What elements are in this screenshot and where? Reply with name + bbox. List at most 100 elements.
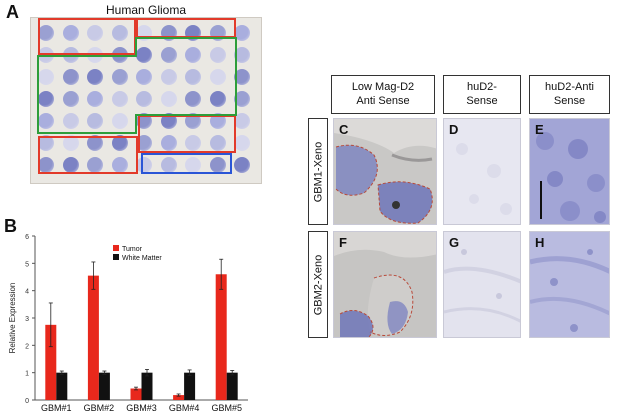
tissue-core xyxy=(209,91,226,107)
tissue-core xyxy=(160,91,177,107)
bar-tumor xyxy=(130,388,142,400)
tissue-core xyxy=(111,69,128,85)
panel-letter-f: F xyxy=(339,235,347,250)
bar-tumor xyxy=(45,324,57,400)
bar-white-matter xyxy=(184,372,196,400)
y-tick-label: 5 xyxy=(25,261,29,268)
tissue-core xyxy=(185,157,201,173)
tissue-core xyxy=(160,157,177,173)
tissue-core xyxy=(160,69,177,85)
micrograph-g-art xyxy=(444,232,520,337)
tissue-core xyxy=(111,113,128,129)
tissue-core xyxy=(87,91,103,107)
bar-white-matter xyxy=(226,372,238,400)
legend-swatch xyxy=(113,254,119,260)
micrograph-h: H xyxy=(529,231,610,338)
row-label-gbm2: GBM2-Xeno xyxy=(308,231,328,338)
y-tick-label: 3 xyxy=(25,316,29,323)
tissue-core xyxy=(38,25,54,41)
bar-tumor xyxy=(87,275,99,400)
bar-tumor xyxy=(215,274,227,400)
tissue-core xyxy=(185,135,201,151)
y-tick-label: 4 xyxy=(25,289,29,296)
tissue-core xyxy=(87,135,103,151)
y-tick-label: 2 xyxy=(25,343,29,350)
panel-letter-h: H xyxy=(535,235,545,250)
tissue-core xyxy=(185,91,201,107)
panel-letter-g: G xyxy=(449,235,460,250)
tissue-core xyxy=(234,91,250,107)
tissue-core xyxy=(87,25,103,41)
tissue-core xyxy=(234,113,250,129)
row-label-gbm2-text: GBM2-Xeno xyxy=(312,254,324,315)
tissue-core xyxy=(160,135,177,151)
micrograph-e: E xyxy=(529,118,610,225)
micrograph-d: D xyxy=(443,118,521,225)
micrograph-f-art xyxy=(334,232,436,337)
tissue-core xyxy=(136,113,152,129)
micrograph-f: F xyxy=(333,231,437,338)
tissue-core xyxy=(234,135,250,151)
legend-swatch xyxy=(113,245,119,251)
row-label-gbm1-text: GBM1-Xeno xyxy=(312,141,324,202)
roi-green-path xyxy=(37,37,237,134)
tissue-core xyxy=(38,157,54,173)
x-tick-label: GBM#5 xyxy=(211,403,242,413)
tissue-core xyxy=(185,69,201,85)
tissue-core xyxy=(62,157,79,173)
column-header-low-mag: Low Mag-D2 Anti Sense xyxy=(331,75,435,114)
x-tick-label: GBM#3 xyxy=(126,403,157,413)
roi-blue-bottom-right xyxy=(141,153,232,174)
tissue-core xyxy=(209,47,226,63)
tissue-core xyxy=(234,25,250,41)
bar-chart-svg: 0 1 2 3 4 5 6 Relative Expression GBM#1 GBM#2 GBM#… xyxy=(8,234,248,413)
tissue-core xyxy=(38,91,54,107)
tissue-core xyxy=(185,47,201,63)
roi-red-bottom-left xyxy=(38,136,138,174)
tissue-core xyxy=(136,157,152,173)
tissue-core xyxy=(62,69,79,85)
bar-white-matter xyxy=(98,372,110,400)
tissue-core xyxy=(209,157,226,173)
tissue-core xyxy=(87,113,103,129)
tissue-core xyxy=(111,25,128,41)
tissue-core xyxy=(209,135,226,151)
tissue-core xyxy=(160,113,177,129)
bar-white-matter xyxy=(56,372,68,400)
y-tick-label: 1 xyxy=(25,371,29,378)
legend-label: Tumor xyxy=(122,246,143,253)
micrograph-g: G xyxy=(443,231,521,338)
column-header-antisense: huD2-Anti Sense xyxy=(529,75,610,114)
tissue-core xyxy=(111,135,128,151)
micrograph-d-art xyxy=(444,119,520,224)
tissue-core xyxy=(62,25,79,41)
tissue-core xyxy=(62,135,79,151)
legend-label: White Matter xyxy=(122,255,162,262)
panel-letter-c: C xyxy=(339,122,349,137)
y-tick-label: 6 xyxy=(25,234,29,241)
scale-bar xyxy=(540,181,542,219)
panel-letter-b: B xyxy=(4,216,17,236)
tissue-core xyxy=(111,91,128,107)
tissue-core xyxy=(136,69,152,85)
tissue-core xyxy=(136,91,152,107)
bar-white-matter xyxy=(141,372,153,400)
tissue-core xyxy=(234,47,250,63)
micrograph-e-art xyxy=(530,119,609,224)
tissue-core xyxy=(234,157,250,173)
tissue-core xyxy=(87,157,103,173)
y-tick-label: 0 xyxy=(25,398,29,405)
panel-letter-d: D xyxy=(449,122,459,137)
bar-tumor xyxy=(173,395,185,400)
panel-letter-e: E xyxy=(535,122,544,137)
tissue-core xyxy=(209,69,226,85)
tissue-core xyxy=(136,47,152,63)
bar-chart: 0 1 2 3 4 5 6 Relative Expression GBM#1 GBM#2 GBM#… xyxy=(0,212,300,415)
column-header-sense: huD2- Sense xyxy=(443,75,521,114)
tissue-core xyxy=(62,113,79,129)
tissue-core xyxy=(87,69,103,85)
tissue-core xyxy=(38,135,54,151)
micrograph-h-art xyxy=(530,232,609,337)
tissue-core xyxy=(209,113,226,129)
